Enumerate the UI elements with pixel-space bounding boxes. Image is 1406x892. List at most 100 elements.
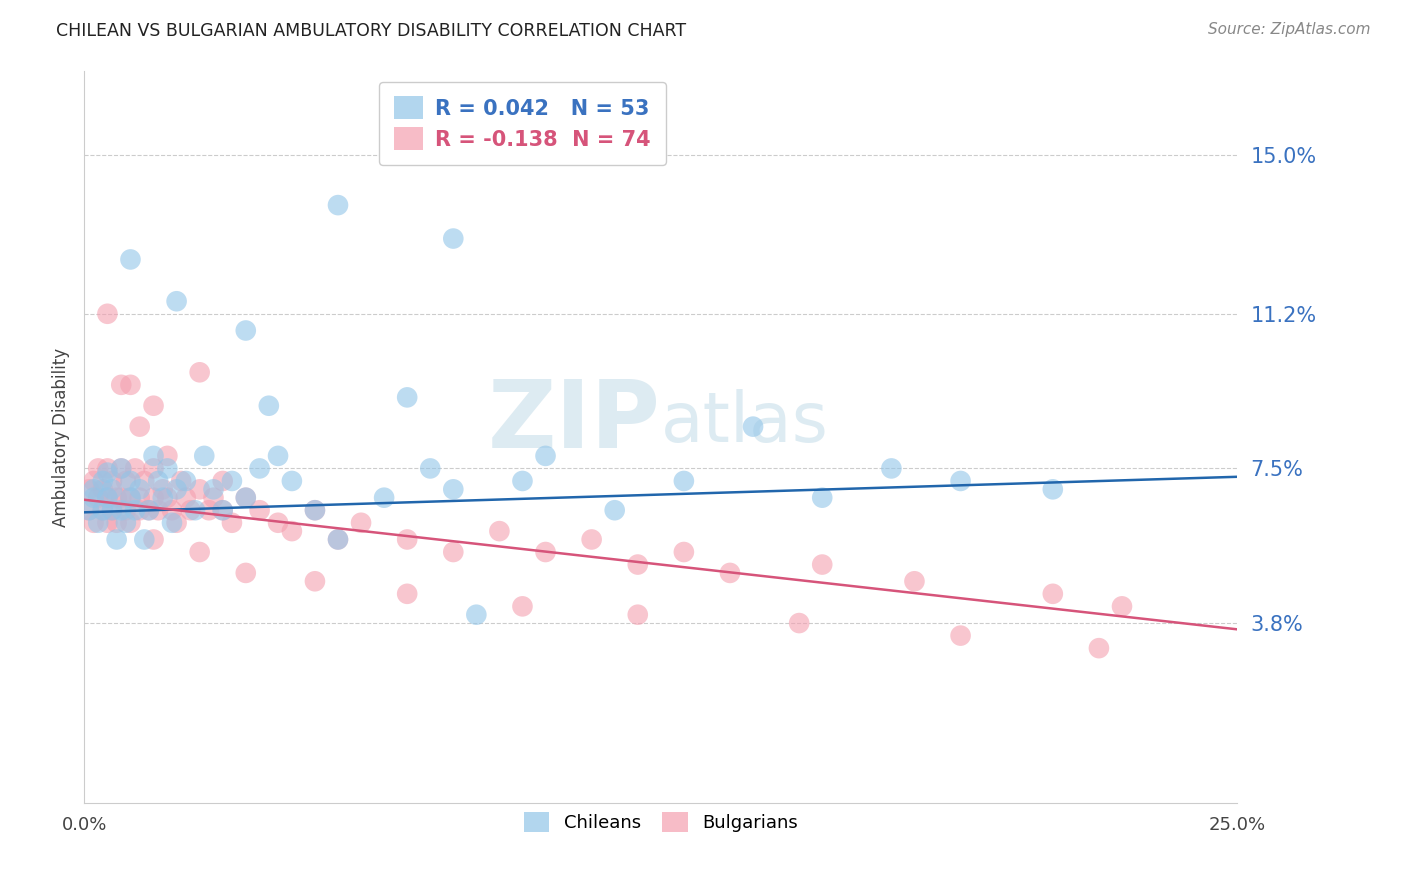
Bulgarians	[512, 599, 534, 614]
Bulgarians	[249, 503, 271, 517]
Bulgarians	[160, 503, 183, 517]
Bulgarians	[128, 503, 150, 517]
Bulgarians	[124, 461, 146, 475]
Chileans	[146, 474, 169, 488]
Bulgarians	[142, 491, 165, 505]
Chileans	[235, 324, 257, 338]
Bulgarians	[326, 533, 349, 547]
Chileans	[949, 474, 972, 488]
Chileans	[880, 461, 903, 475]
Chileans	[672, 474, 695, 488]
Bulgarians	[96, 461, 118, 475]
Chileans	[120, 474, 142, 488]
Chileans	[304, 503, 326, 517]
Bulgarians	[128, 491, 150, 505]
Bulgarians	[77, 483, 100, 497]
Chileans	[152, 491, 174, 505]
Bulgarians	[115, 503, 138, 517]
Chileans	[1042, 483, 1064, 497]
Bulgarians	[267, 516, 290, 530]
Bulgarians	[198, 503, 221, 517]
Bulgarians	[120, 516, 142, 530]
Bulgarians	[110, 377, 132, 392]
Chileans	[373, 491, 395, 505]
Bulgarians	[811, 558, 834, 572]
Chileans	[281, 474, 304, 488]
Bulgarians	[91, 503, 114, 517]
Chileans	[419, 461, 441, 475]
Bulgarians	[534, 545, 557, 559]
Bulgarians	[101, 503, 124, 517]
Bulgarians	[156, 491, 179, 505]
Bulgarians	[221, 516, 243, 530]
Bulgarians	[110, 491, 132, 505]
Chileans	[156, 461, 179, 475]
Bulgarians	[142, 461, 165, 475]
Bulgarians	[211, 503, 233, 517]
Chileans	[221, 474, 243, 488]
Bulgarians	[115, 474, 138, 488]
Chileans	[512, 474, 534, 488]
Chileans	[202, 483, 225, 497]
Chileans	[87, 516, 110, 530]
Bulgarians	[718, 566, 741, 580]
Chileans	[134, 533, 156, 547]
Bulgarians	[96, 516, 118, 530]
Chileans	[184, 503, 207, 517]
Chileans	[166, 483, 188, 497]
Chileans	[235, 491, 257, 505]
Bulgarians	[174, 491, 197, 505]
Bulgarians	[1111, 599, 1133, 614]
Chileans	[396, 390, 419, 404]
Chileans	[96, 466, 118, 480]
Chileans	[441, 231, 464, 245]
Bulgarians	[672, 545, 695, 559]
Chileans	[142, 449, 165, 463]
Chileans	[128, 483, 150, 497]
Chileans	[534, 449, 557, 463]
Bulgarians	[1088, 641, 1111, 656]
Chileans	[742, 419, 765, 434]
Text: atlas: atlas	[661, 389, 828, 456]
Chileans	[249, 461, 271, 475]
Bulgarians	[188, 365, 211, 379]
Chileans	[267, 449, 290, 463]
Chileans	[83, 491, 105, 505]
Bulgarians	[134, 474, 156, 488]
Bulgarians	[110, 461, 132, 475]
Bulgarians	[87, 461, 110, 475]
Bulgarians	[96, 491, 118, 505]
Bulgarians	[83, 516, 105, 530]
Bulgarians	[488, 524, 510, 538]
Bulgarians	[101, 474, 124, 488]
Chileans	[101, 483, 124, 497]
Chileans	[110, 503, 132, 517]
Bulgarians	[105, 516, 128, 530]
Bulgarians	[396, 533, 419, 547]
Chileans	[603, 503, 626, 517]
Bulgarians	[146, 503, 169, 517]
Chileans	[166, 294, 188, 309]
Chileans	[83, 483, 105, 497]
Chileans	[110, 461, 132, 475]
Bulgarians	[83, 474, 105, 488]
Chileans	[257, 399, 280, 413]
Bulgarians	[152, 483, 174, 497]
Bulgarians	[77, 503, 100, 517]
Chileans	[441, 483, 464, 497]
Chileans	[120, 252, 142, 267]
Chileans	[77, 503, 100, 517]
Bulgarians	[91, 483, 114, 497]
Text: CHILEAN VS BULGARIAN AMBULATORY DISABILITY CORRELATION CHART: CHILEAN VS BULGARIAN AMBULATORY DISABILI…	[56, 22, 686, 40]
Bulgarians	[396, 587, 419, 601]
Chileans	[124, 503, 146, 517]
Bulgarians	[787, 616, 810, 631]
Text: Source: ZipAtlas.com: Source: ZipAtlas.com	[1208, 22, 1371, 37]
Bulgarians	[202, 491, 225, 505]
Bulgarians	[188, 483, 211, 497]
Chileans	[811, 491, 834, 505]
Bulgarians	[304, 503, 326, 517]
Chileans	[326, 198, 349, 212]
Chileans	[326, 533, 349, 547]
Bulgarians	[166, 516, 188, 530]
